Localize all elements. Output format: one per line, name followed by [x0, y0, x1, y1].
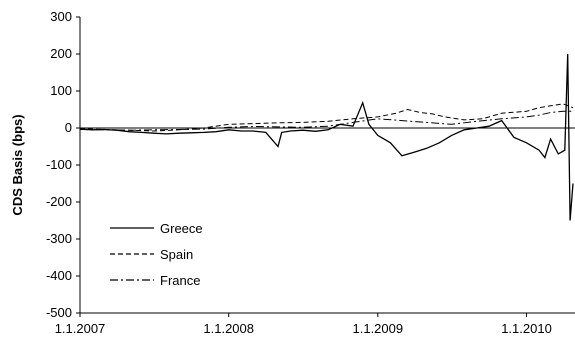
- legend: Greece Spain France: [110, 221, 203, 288]
- y-axis: 300 200 100 0 -100 -200 -300 -400 -500: [46, 9, 81, 320]
- y-tick-label: -300: [46, 231, 72, 246]
- legend-label-france: France: [160, 273, 200, 288]
- y-tick-label: -400: [46, 268, 72, 283]
- x-tick-label: 1.1.2008: [203, 321, 254, 336]
- series-line-spain: [79, 103, 574, 132]
- series-line-france: [79, 110, 573, 131]
- y-axis-label: CDS Basis (bps): [10, 114, 25, 215]
- y-ticks: 300 200 100 0 -100 -200 -300 -400 -500: [46, 9, 80, 320]
- legend-label-spain: Spain: [160, 247, 193, 262]
- y-tick-label: 200: [50, 46, 72, 61]
- y-tick-label: -200: [46, 194, 72, 209]
- x-tick-label: 1.1.2010: [501, 321, 552, 336]
- series-lines: [79, 53, 574, 221]
- series-line-greece: [79, 53, 574, 221]
- legend-label-greece: Greece: [160, 221, 203, 236]
- y-tick-label: 0: [65, 120, 72, 135]
- x-axis: 1.1.2007 1.1.2008 1.1.2009 1.1.2010: [55, 312, 575, 336]
- x-tick-label: 1.1.2009: [353, 321, 404, 336]
- y-tick-label: 100: [50, 83, 72, 98]
- y-tick-label: 300: [50, 9, 72, 24]
- y-tick-label: -500: [46, 305, 72, 320]
- y-tick-label: -100: [46, 157, 72, 172]
- x-ticks: 1.1.2007 1.1.2008 1.1.2009 1.1.2010: [55, 313, 552, 336]
- x-tick-label: 1.1.2007: [55, 321, 106, 336]
